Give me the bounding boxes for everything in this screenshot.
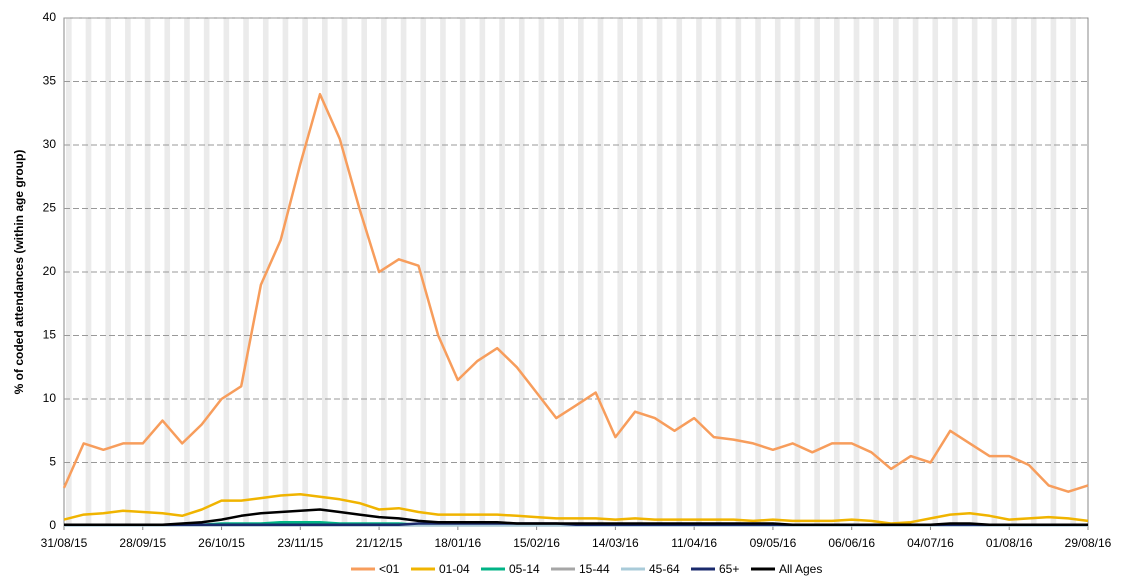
shade-stripe [85, 18, 92, 526]
legend-label: 01-04 [439, 562, 470, 576]
y-tick-label: 5 [49, 455, 56, 469]
x-tick-label: 04/07/16 [907, 536, 954, 550]
y-tick-label: 35 [43, 74, 57, 88]
shade-stripe [420, 18, 427, 526]
shade-stripe [932, 18, 939, 526]
x-tick-label: 18/01/16 [434, 536, 481, 550]
x-tick-label: 14/03/16 [592, 536, 639, 550]
shade-stripe [715, 18, 722, 526]
shade-stripe [814, 18, 820, 526]
shade-stripe [499, 18, 505, 526]
shade-stripe [834, 18, 840, 526]
y-tick-label: 15 [43, 328, 57, 342]
y-tick-label: 40 [43, 10, 57, 24]
shade-stripe [203, 18, 210, 526]
x-tick-label: 28/09/15 [119, 536, 166, 550]
legend-label: All Ages [779, 562, 822, 576]
y-tick-label: 10 [43, 391, 57, 405]
x-tick-label: 29/08/16 [1065, 536, 1112, 550]
legend-label: <01 [379, 562, 400, 576]
x-tick-label: 26/10/15 [198, 536, 245, 550]
shade-stripe [302, 18, 308, 526]
x-tick-label: 01/08/16 [986, 536, 1033, 550]
x-tick-label: 15/02/16 [513, 536, 560, 550]
legend-label: 15-44 [579, 562, 610, 576]
series-line [62, 92, 1089, 493]
y-tick-label: 0 [49, 518, 56, 532]
shade-stripe [637, 18, 643, 526]
shade-stripe [735, 18, 742, 526]
shade-stripe [1050, 18, 1057, 526]
x-tick-label: 06/06/16 [828, 536, 875, 550]
shade-stripe [105, 18, 112, 526]
legend-label: 05-14 [509, 562, 540, 576]
shade-stripe [1030, 18, 1037, 526]
x-tick-label: 31/08/15 [41, 536, 88, 550]
shade-stripe [617, 18, 624, 526]
y-tick-label: 30 [43, 137, 57, 151]
y-axis-label: % of coded attendances (within age group… [12, 150, 26, 395]
x-tick-label: 09/05/16 [750, 536, 797, 550]
shade-stripe [322, 18, 328, 526]
legend-label: 65+ [719, 562, 739, 576]
shade-stripe [518, 18, 525, 526]
shade-stripe [952, 18, 958, 526]
series-line [64, 508, 1088, 526]
y-tick-label: 20 [43, 264, 57, 278]
x-tick-label: 21/12/15 [356, 536, 403, 550]
shade-stripe [400, 18, 407, 526]
y-tick-label: 25 [43, 201, 57, 215]
legend-label: 45-64 [649, 562, 680, 576]
x-tick-label: 23/11/15 [277, 536, 323, 550]
x-tick-label: 11/04/16 [671, 536, 717, 550]
series-line [63, 493, 1089, 525]
